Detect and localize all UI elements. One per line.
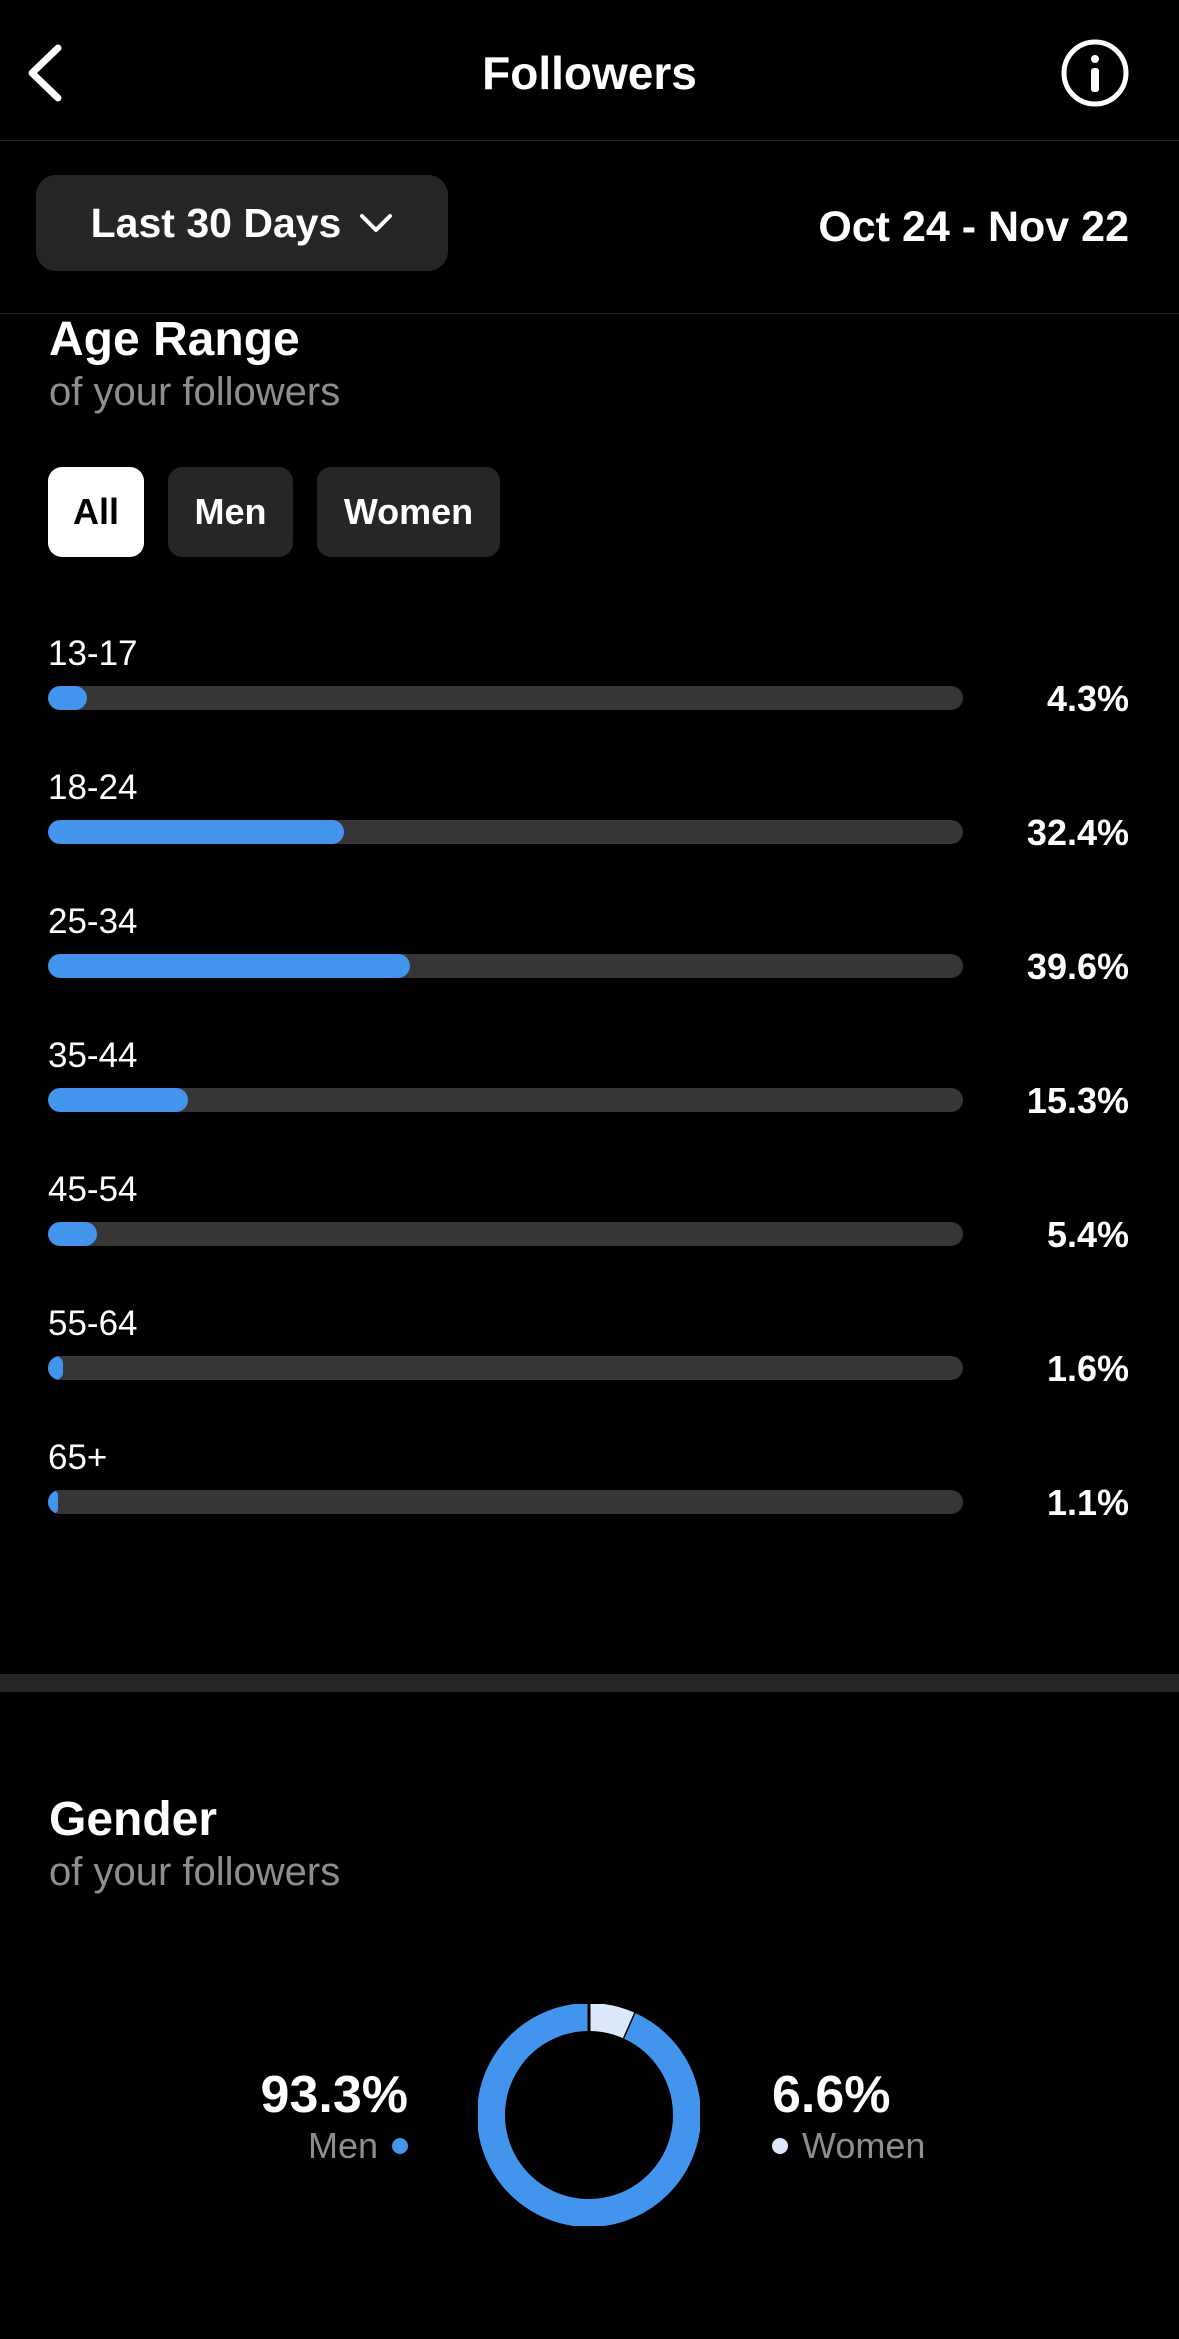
age-bar-fill bbox=[48, 686, 88, 710]
date-range-dropdown-label: Last 30 Days bbox=[90, 199, 342, 246]
donut-separator bbox=[621, 2011, 636, 2039]
age-bar-fill bbox=[48, 1222, 98, 1246]
age-range-subtitle: of your followers bbox=[49, 370, 341, 414]
age-label: 55-64 bbox=[48, 1304, 138, 1343]
age-bar-track bbox=[48, 1222, 963, 1246]
age-label: 65+ bbox=[48, 1438, 108, 1477]
age-bar-fill bbox=[48, 1356, 63, 1380]
age-bar-track bbox=[48, 1088, 963, 1112]
date-range-text: Oct 24 - Nov 22 bbox=[818, 203, 1129, 251]
women-legend: Women bbox=[772, 2125, 925, 2167]
age-percentage: 15.3% bbox=[1026, 1080, 1129, 1121]
age-row: 55-64 1.6% bbox=[0, 1304, 1179, 1438]
age-bar-track bbox=[48, 1356, 963, 1380]
segment-all[interactable]: All bbox=[48, 467, 144, 557]
men-percentage: 93.3% bbox=[260, 2066, 408, 2124]
age-row: 13-17 4.3% bbox=[0, 634, 1179, 768]
age-label: 25-34 bbox=[48, 902, 138, 941]
chevron-left-icon bbox=[28, 44, 62, 102]
gender-donut-chart bbox=[478, 2004, 700, 2226]
gender-subtitle: of your followers bbox=[49, 1850, 341, 1894]
women-legend-label: Women bbox=[802, 2125, 926, 2166]
age-bar-fill bbox=[48, 1088, 188, 1112]
chevron-down-icon bbox=[360, 214, 393, 232]
filter-row: Last 30 Days Oct 24 - Nov 22 bbox=[0, 141, 1179, 314]
age-label: 13-17 bbox=[48, 634, 138, 673]
segment-men[interactable]: Men bbox=[168, 467, 293, 557]
gender-title: Gender bbox=[49, 1793, 218, 1846]
age-row: 35-44 15.3% bbox=[0, 1036, 1179, 1170]
age-label: 35-44 bbox=[48, 1036, 138, 1075]
age-label: 45-54 bbox=[48, 1170, 138, 1209]
age-percentage: 1.1% bbox=[1046, 1482, 1129, 1523]
info-circle-icon bbox=[1061, 39, 1129, 107]
men-legend: Men bbox=[308, 2125, 408, 2167]
back-button[interactable] bbox=[20, 38, 80, 108]
age-bar-fill bbox=[48, 1490, 59, 1514]
women-legend-dot bbox=[772, 2138, 788, 2154]
age-row: 25-34 39.6% bbox=[0, 902, 1179, 1036]
men-legend-dot bbox=[392, 2138, 408, 2154]
info-button[interactable] bbox=[1060, 38, 1130, 108]
header: Followers bbox=[0, 0, 1179, 141]
age-bar-fill bbox=[48, 954, 411, 978]
age-percentage: 1.6% bbox=[1046, 1348, 1129, 1389]
age-row: 65+ 1.1% bbox=[0, 1438, 1179, 1572]
date-range-dropdown[interactable]: Last 30 Days bbox=[36, 175, 448, 271]
age-row: 18-24 32.4% bbox=[0, 768, 1179, 902]
age-percentage: 5.4% bbox=[1046, 1214, 1129, 1255]
section-divider bbox=[0, 1674, 1179, 1692]
age-bar-fill bbox=[48, 820, 345, 844]
men-legend-label: Men bbox=[307, 2125, 378, 2166]
age-percentage: 4.3% bbox=[1046, 678, 1129, 719]
age-bar-track bbox=[48, 954, 963, 978]
age-row: 45-54 5.4% bbox=[0, 1170, 1179, 1304]
age-label: 18-24 bbox=[48, 768, 138, 807]
age-percentage: 32.4% bbox=[1026, 812, 1129, 853]
age-bar-track bbox=[48, 820, 963, 844]
age-bar-track bbox=[48, 686, 963, 710]
age-percentage: 39.6% bbox=[1026, 946, 1129, 987]
donut-slice-men bbox=[478, 2004, 700, 2226]
age-bar-track bbox=[48, 1490, 963, 1514]
age-range-title: Age Range bbox=[49, 313, 300, 366]
women-percentage: 6.6% bbox=[772, 2066, 891, 2124]
segment-women[interactable]: Women bbox=[317, 467, 500, 557]
donut-slice-women bbox=[588, 2004, 635, 2039]
page-title: Followers bbox=[482, 47, 697, 99]
